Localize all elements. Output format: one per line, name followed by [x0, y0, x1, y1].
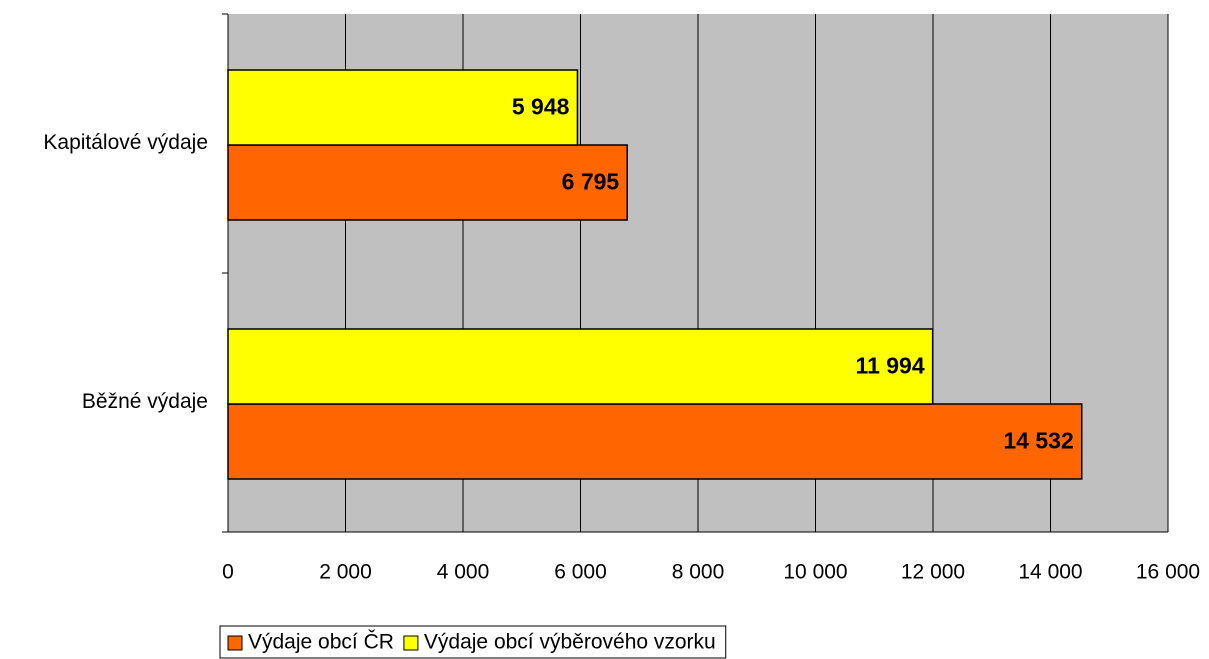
bar — [227, 69, 579, 146]
legend — [219, 625, 727, 659]
x-tick-label: 4 000 — [437, 561, 490, 584]
x-tick-label: 8 000 — [672, 561, 725, 584]
x-tick-label: 10 000 — [783, 561, 847, 584]
bar — [227, 328, 934, 405]
legend-swatch — [227, 635, 243, 651]
value-label: 5 948 — [512, 94, 570, 120]
value-label: 11 994 — [856, 353, 925, 379]
x-tick-label: 12 000 — [901, 561, 965, 584]
x-tick-label: 14 000 — [1018, 561, 1082, 584]
value-label: 14 532 — [1003, 428, 1073, 454]
legend-swatch — [403, 635, 419, 651]
bar — [227, 403, 1083, 480]
x-tick-label: 0 — [222, 561, 234, 584]
legend-label: Výdaje obcí výběrového vzorku — [424, 631, 716, 654]
bar — [227, 144, 628, 221]
x-tick-label: 6 000 — [554, 561, 607, 584]
x-tick-label: 2 000 — [319, 561, 372, 584]
y-tick-label: Kapitálové výdaje — [43, 131, 208, 154]
y-tick-label: Běžné výdaje — [82, 390, 208, 413]
legend-label: Výdaje obcí ČR — [248, 631, 394, 654]
value-label: 6 795 — [562, 169, 620, 195]
x-tick-label: 16 000 — [1136, 561, 1200, 584]
